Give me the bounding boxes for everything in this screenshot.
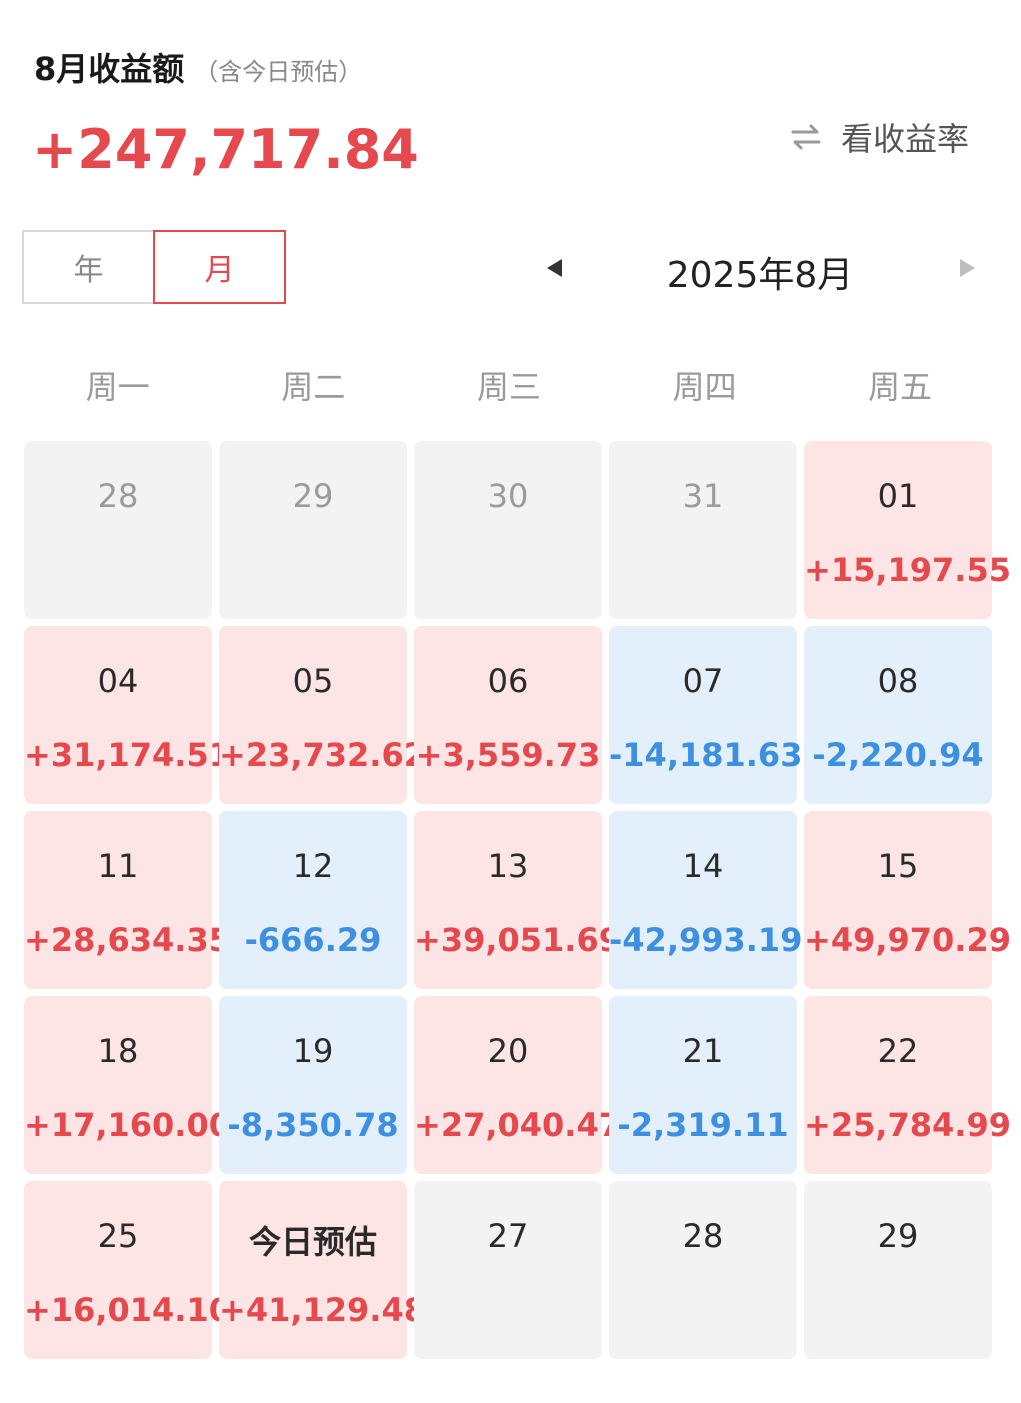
day-number: 12 [292, 847, 334, 885]
day-number: 27 [487, 1217, 529, 1255]
day-number: 11 [97, 847, 139, 885]
calendar-day[interactable]: 29 [219, 441, 407, 619]
day-earnings: +49,970.29 [804, 921, 1011, 959]
tab-year[interactable]: 年 [22, 230, 153, 304]
day-number: 20 [487, 1032, 529, 1070]
day-number: 14 [682, 847, 724, 885]
day-number: 29 [292, 477, 334, 515]
weekday-label: 周二 [281, 368, 346, 406]
day-number: 31 [682, 477, 724, 515]
calendar-day[interactable]: 30 [414, 441, 602, 619]
view-rate-label: 看收益率 [840, 120, 969, 158]
day-earnings: +15,197.55 [804, 551, 1011, 589]
view-rate-button[interactable]: 看收益率 [789, 114, 969, 160]
calendar-day[interactable]: 29 [804, 1181, 992, 1359]
calendar-day[interactable]: 27 [414, 1181, 602, 1359]
day-earnings: +3,559.73 [415, 736, 601, 774]
day-number: 30 [487, 477, 529, 515]
calendar-day[interactable]: 21 -2,319.11 [609, 996, 797, 1174]
day-number: 15 [877, 847, 919, 885]
weekday-label: 周一 [85, 368, 150, 406]
title-text: 8月收益额 [34, 50, 185, 88]
period-tabs: 年 月 [22, 230, 286, 304]
day-earnings: +23,732.62 [219, 736, 426, 774]
calendar-day[interactable]: 08 -2,220.94 [804, 626, 992, 804]
day-number: 25 [97, 1217, 139, 1255]
day-earnings: +17,160.00 [24, 1106, 231, 1144]
day-earnings: -8,350.78 [227, 1106, 399, 1144]
calendar-day[interactable]: 22 +25,784.99 [804, 996, 1011, 1174]
day-earnings: -2,220.94 [812, 736, 984, 774]
weekday-header: 周一 周二 周三 周四 周五 [20, 362, 998, 408]
calendar-day[interactable]: 28 [609, 1181, 797, 1359]
total-earnings: +247,717.84 [32, 118, 419, 181]
current-month: 2025年8月 [666, 255, 854, 296]
calendar-grid: 28 29 30 31 01 +15,197.55 04 +31,174.51 05 +23,73… [24, 441, 1011, 1359]
day-earnings: +25,784.99 [804, 1106, 1011, 1144]
day-earnings: +28,634.35 [24, 921, 231, 959]
calendar-day[interactable]: 11 +28,634.35 [24, 811, 231, 989]
calendar-day[interactable]: 13 +39,051.69 [414, 811, 621, 989]
calendar-day[interactable]: 06 +3,559.73 [414, 626, 602, 804]
day-number: 04 [97, 662, 139, 700]
calendar-day[interactable]: 01 +15,197.55 [804, 441, 1011, 619]
tab-month[interactable]: 月 [153, 230, 286, 304]
day-earnings: +39,051.69 [414, 921, 621, 959]
day-number: 01 [877, 477, 919, 515]
calendar-day[interactable]: 05 +23,732.62 [219, 626, 426, 804]
day-number: 22 [877, 1032, 919, 1070]
weekday-label: 周三 [476, 368, 541, 406]
calendar-day[interactable]: 12 -666.29 [219, 811, 407, 989]
calendar-day[interactable]: 20 +27,040.47 [414, 996, 621, 1174]
weekday-label: 周五 [868, 368, 933, 406]
day-number: 19 [292, 1032, 334, 1070]
day-number: 18 [97, 1032, 139, 1070]
calendar-day[interactable]: 14 -42,993.19 [609, 811, 803, 989]
calendar-day[interactable]: 15 +49,970.29 [804, 811, 1011, 989]
day-earnings: -666.29 [244, 921, 382, 959]
day-number: 08 [877, 662, 919, 700]
day-number: 07 [682, 662, 724, 700]
day-number: 28 [682, 1217, 724, 1255]
prev-month-icon[interactable] [542, 255, 568, 281]
day-earnings: +41,129.48 [219, 1291, 426, 1329]
day-earnings: +16,014.10 [24, 1291, 231, 1329]
page-title: 8月收益额 （含今日预估） [34, 44, 362, 90]
calendar-day[interactable]: 19 -8,350.78 [219, 996, 407, 1174]
day-earnings: -2,319.11 [617, 1106, 789, 1144]
day-number: 21 [682, 1032, 724, 1070]
calendar-day[interactable]: 28 [24, 441, 212, 619]
calendar-day[interactable]: 07 -14,181.63 [609, 626, 803, 804]
day-earnings: +31,174.51 [24, 736, 231, 774]
calendar-day[interactable]: 25 +16,014.10 [24, 1181, 231, 1359]
day-number: 28 [97, 477, 139, 515]
day-earnings: -42,993.19 [609, 921, 803, 959]
calendar-day[interactable]: 31 [609, 441, 797, 619]
day-number: 29 [877, 1217, 919, 1255]
next-month-icon[interactable] [954, 255, 980, 281]
day-number: 今日预估 [248, 1223, 377, 1261]
day-number: 13 [487, 847, 529, 885]
title-note: （含今日预估） [194, 58, 363, 86]
calendar-day[interactable]: 04 +31,174.51 [24, 626, 231, 804]
day-earnings: +27,040.47 [414, 1106, 621, 1144]
calendar-day[interactable]: 18 +17,160.00 [24, 996, 231, 1174]
swap-arrows-icon [791, 124, 821, 150]
day-number: 05 [292, 662, 334, 700]
weekday-label: 周四 [672, 368, 737, 406]
calendar-day-today[interactable]: 今日预估 +41,129.48 [219, 1181, 426, 1359]
day-number: 06 [487, 662, 529, 700]
day-earnings: -14,181.63 [609, 736, 803, 774]
